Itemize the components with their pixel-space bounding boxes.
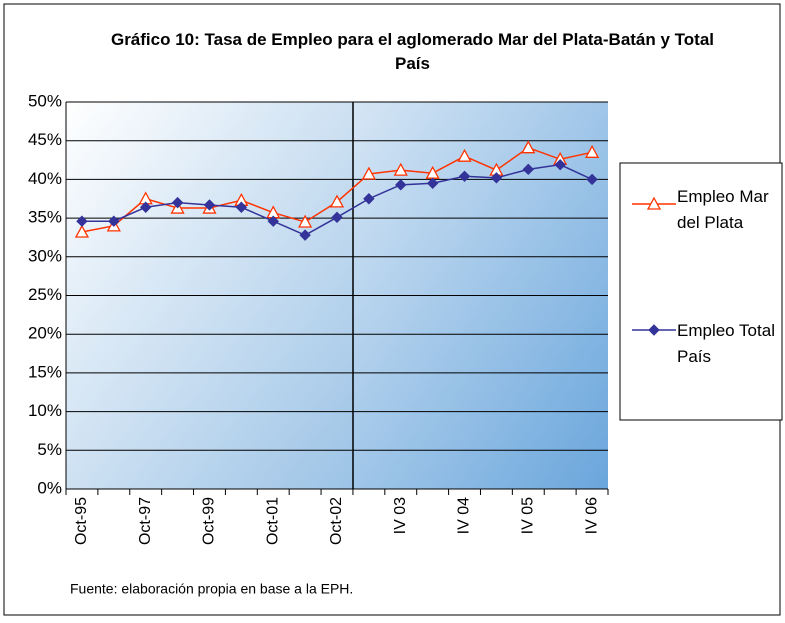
x-tick-label: Oct-97 bbox=[137, 497, 154, 545]
y-tick-label: 35% bbox=[28, 208, 62, 227]
chart-title: Gráfico 10: Tasa de Empleo para el aglom… bbox=[110, 30, 715, 73]
x-tick-label: IV 03 bbox=[392, 497, 409, 534]
y-tick-label: 40% bbox=[28, 169, 62, 188]
x-tick-label: Oct-95 bbox=[73, 497, 90, 545]
x-tick-label: Oct-01 bbox=[264, 497, 281, 545]
x-tick-label: Oct-99 bbox=[201, 497, 218, 545]
marker bbox=[299, 229, 311, 241]
marker bbox=[76, 215, 88, 227]
x-tick-label: IV 05 bbox=[520, 497, 537, 534]
x-tick-label: IV 04 bbox=[456, 497, 473, 534]
y-tick-label: 0% bbox=[37, 478, 62, 497]
marker bbox=[298, 214, 313, 228]
marker bbox=[457, 148, 472, 162]
y-tick-label: 30% bbox=[28, 246, 62, 265]
legend-label: Empleo Total País bbox=[677, 321, 775, 366]
marker bbox=[522, 163, 535, 176]
marker bbox=[584, 144, 600, 158]
source: Fuente: elaboración propia en base a la … bbox=[70, 581, 353, 597]
marker bbox=[426, 177, 439, 189]
y-tick-label: 50% bbox=[28, 91, 62, 110]
marker bbox=[329, 194, 345, 208]
legend-marker bbox=[648, 324, 660, 336]
marker bbox=[458, 170, 471, 183]
y-tick-label: 15% bbox=[28, 362, 62, 381]
y-tick-label: 10% bbox=[28, 401, 62, 420]
marker bbox=[395, 179, 407, 191]
marker bbox=[586, 173, 598, 186]
marker bbox=[139, 201, 152, 213]
y-tick-label: 25% bbox=[28, 285, 62, 304]
marker bbox=[74, 224, 90, 238]
legend-box bbox=[619, 162, 783, 421]
marker bbox=[267, 215, 279, 227]
marker bbox=[235, 201, 248, 213]
legend-marker bbox=[646, 196, 662, 210]
marker bbox=[203, 199, 216, 211]
marker bbox=[521, 140, 536, 154]
x-tick-label: IV 06 bbox=[583, 497, 600, 534]
x-tick-label: Oct-02 bbox=[328, 497, 345, 545]
marker bbox=[363, 193, 375, 205]
marker bbox=[108, 215, 120, 227]
y-tick-label: 20% bbox=[28, 324, 62, 343]
marker bbox=[331, 211, 343, 224]
legend-label: Empleo Mar del Plata bbox=[677, 187, 769, 232]
marker bbox=[171, 196, 184, 209]
marker bbox=[361, 166, 376, 180]
marker bbox=[554, 158, 566, 171]
marker bbox=[393, 162, 408, 176]
y-tick-label: 5% bbox=[37, 440, 62, 459]
marker bbox=[490, 172, 503, 184]
y-tick-label: 45% bbox=[28, 130, 62, 149]
